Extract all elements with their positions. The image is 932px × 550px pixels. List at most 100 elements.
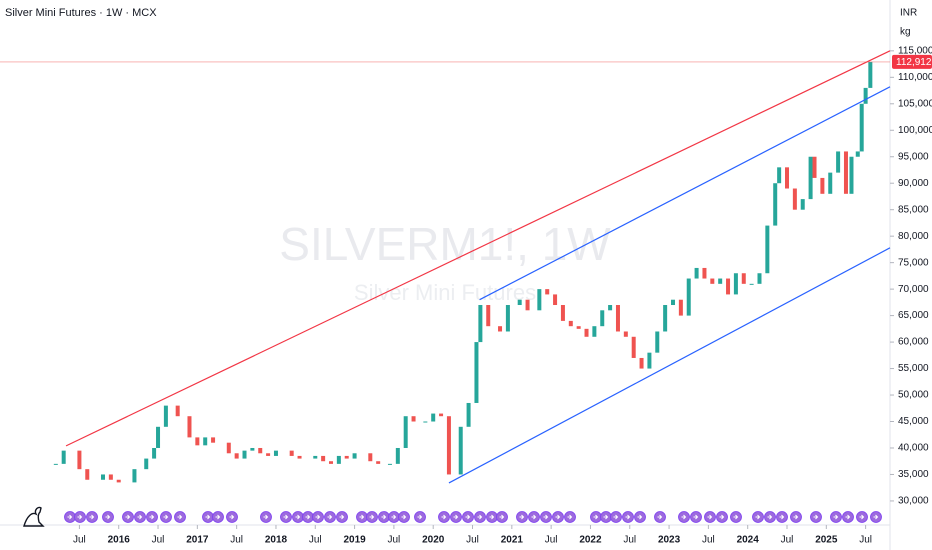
- logo[interactable]: [23, 506, 45, 527]
- candle: [144, 458, 149, 470]
- candle: [741, 273, 746, 284]
- event-icon-arrow: [77, 514, 83, 520]
- candle: [820, 177, 825, 194]
- event-icon-arrow: [401, 514, 407, 520]
- candle: [423, 421, 428, 423]
- x-tick-label: 2019: [343, 535, 366, 546]
- candle: [678, 299, 683, 316]
- y-tick-label: 55,000: [898, 363, 929, 374]
- candle: [466, 402, 471, 427]
- candle: [631, 336, 636, 358]
- last-price-label: 112,912: [896, 57, 932, 68]
- y-tick-label: 75,000: [898, 257, 929, 268]
- event-icon-arrow: [327, 514, 333, 520]
- event-icon-arrow: [531, 514, 537, 520]
- event-icon-arrow: [453, 514, 459, 520]
- event-icon-arrow: [555, 514, 561, 520]
- candle: [686, 278, 691, 316]
- event-icon-arrow: [283, 514, 289, 520]
- currency[interactable]: INR: [900, 8, 917, 19]
- candle: [785, 167, 790, 189]
- event-icon-arrow: [381, 514, 387, 520]
- chart-title[interactable]: Silver Mini Futures · 1W · MCX: [5, 7, 157, 19]
- candle: [474, 342, 479, 403]
- event-icon-arrow: [369, 514, 375, 520]
- event-icon-arrow: [707, 514, 713, 520]
- candle: [800, 199, 805, 210]
- candle: [765, 225, 770, 274]
- candle: [187, 416, 192, 438]
- candle: [812, 156, 817, 178]
- candle: [671, 299, 676, 306]
- y-tick-label: 115,000: [898, 45, 932, 56]
- watermark: SILVERM1!, 1W: [279, 218, 611, 270]
- x-tick-label: Jul: [466, 535, 479, 546]
- candle: [108, 474, 113, 480]
- candle: [710, 278, 715, 284]
- x-tick-label: 2017: [186, 535, 209, 546]
- candle: [439, 413, 444, 417]
- event-icon-arrow: [67, 514, 73, 520]
- candle: [156, 426, 161, 448]
- candle: [623, 331, 628, 337]
- x-tick-label: Jul: [781, 535, 794, 546]
- event-icon-arrow: [477, 514, 483, 520]
- event-icon-arrow: [543, 514, 549, 520]
- candle: [100, 474, 105, 480]
- candle: [647, 352, 652, 369]
- y-tick-label: 105,000: [898, 98, 932, 109]
- candle: [525, 299, 530, 311]
- x-tick-label: 2020: [422, 535, 445, 546]
- y-tick-label: 85,000: [898, 204, 929, 215]
- event-icon-arrow: [229, 514, 235, 520]
- candle: [560, 305, 565, 321]
- event-icon-arrow: [813, 514, 819, 520]
- y-tick-label: 40,000: [898, 443, 929, 454]
- y-tick-label: 110,000: [898, 72, 932, 83]
- candle: [175, 405, 180, 417]
- event-icon-arrow: [793, 514, 799, 520]
- event-icon-arrow: [625, 514, 631, 520]
- candle: [600, 310, 605, 327]
- candle: [313, 455, 318, 459]
- x-tick-label: 2024: [737, 535, 760, 546]
- x-tick-label: Jul: [702, 535, 715, 546]
- x-tick-label: 2016: [108, 535, 131, 546]
- event-icon-arrow: [719, 514, 725, 520]
- candle: [211, 437, 216, 443]
- candle: [376, 461, 381, 464]
- y-tick-label: 65,000: [898, 310, 929, 321]
- event-icon-arrow: [489, 514, 495, 520]
- candle: [458, 426, 463, 475]
- candle: [85, 469, 90, 480]
- event-icon-arrow: [263, 514, 269, 520]
- candle: [655, 331, 660, 353]
- candle: [116, 479, 121, 483]
- x-tick-label: 2022: [579, 535, 602, 546]
- candle: [828, 172, 833, 194]
- watermark-subtitle: Silver Mini Futures: [354, 280, 536, 305]
- event-icon-arrow: [137, 514, 143, 520]
- y-tick-label: 30,000: [898, 496, 929, 507]
- candle: [226, 442, 231, 454]
- candle: [446, 416, 451, 475]
- trend-line: [65, 50, 891, 447]
- event-icon-arrow: [499, 514, 505, 520]
- candle: [250, 447, 255, 451]
- event-icon-arrow: [755, 514, 761, 520]
- event-icon-arrow: [125, 514, 131, 520]
- event-icon-arrow: [295, 514, 301, 520]
- event-icon-arrow: [693, 514, 699, 520]
- candle: [195, 437, 200, 446]
- candle: [234, 453, 239, 459]
- y-tick-label: 45,000: [898, 416, 929, 427]
- plot-area: [53, 50, 891, 523]
- candle: [132, 469, 137, 483]
- candle: [537, 289, 542, 311]
- candle: [517, 299, 522, 306]
- event-icon-arrow: [779, 514, 785, 520]
- unit[interactable]: kg: [900, 27, 911, 38]
- candle: [608, 305, 613, 311]
- y-tick-label: 35,000: [898, 469, 929, 480]
- candle: [368, 453, 373, 462]
